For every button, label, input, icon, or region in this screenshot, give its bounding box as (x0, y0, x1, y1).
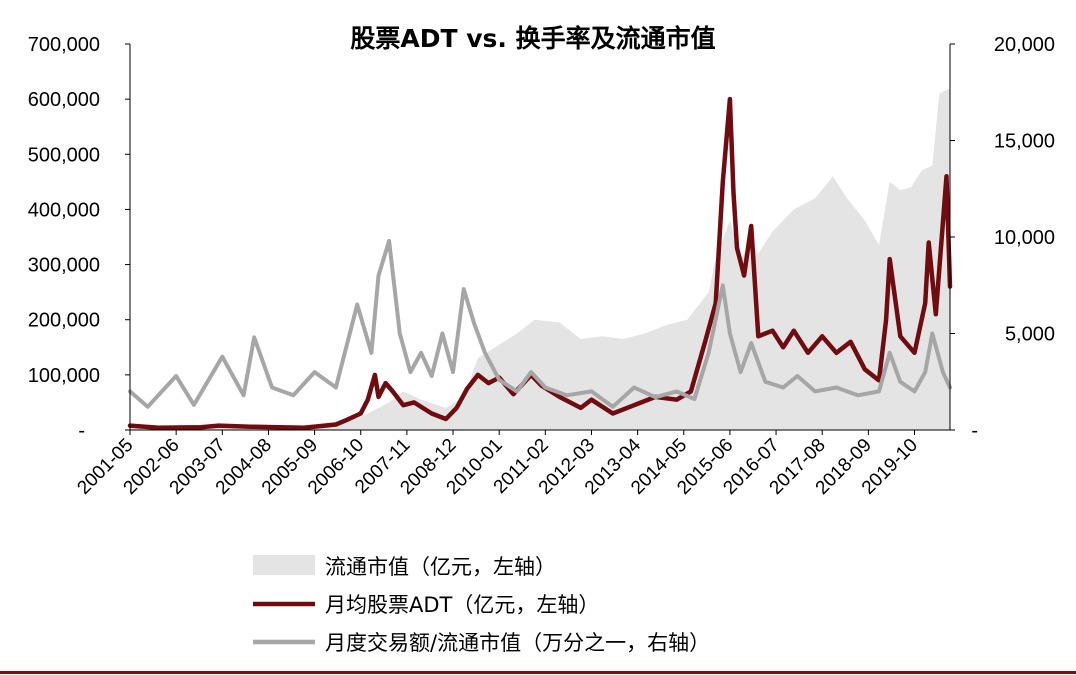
legend: 流通市值（亿元，左轴） 月均股票ADT（亿元，左轴） 月度交易额/流通市值（万分之一… (253, 555, 710, 655)
chart-title: 股票ADT vs. 换手率及流通市值 (350, 24, 715, 53)
series-3-line (128, 238, 952, 409)
bottom-rule (0, 671, 1076, 674)
series-1-area (130, 88, 950, 430)
y-left-tick-label: 600,000 (28, 89, 100, 111)
y-left-tick-label: 700,000 (28, 34, 100, 56)
y-right-tick-label: - (971, 420, 978, 442)
y-right-tick-label: 20,000 (994, 34, 1055, 56)
y-left-tick-label: 100,000 (28, 365, 100, 387)
y-right-tick-label: 10,000 (994, 227, 1055, 249)
series-2-line (127, 96, 953, 431)
legend-label-2: 月均股票ADT（亿元，左轴） (325, 593, 599, 617)
y-left-tick-label: 300,000 (28, 255, 100, 277)
y-left-tick-label: - (78, 420, 85, 442)
y-left-tick-label: 500,000 (28, 144, 100, 166)
legend-swatch-1 (253, 555, 315, 575)
area-layer (130, 88, 950, 430)
y-right-tick-label: 5,000 (1005, 324, 1055, 346)
line-layer (127, 96, 953, 431)
legend-label-1: 流通市值（亿元，左轴） (325, 555, 556, 579)
legend-label-3: 月度交易额/流通市值（万分之一，右轴） (325, 631, 710, 655)
y-left-tick-label: 400,000 (28, 199, 100, 221)
y-left-tick-label: 200,000 (28, 310, 100, 332)
y-right-tick-label: 15,000 (994, 131, 1055, 153)
